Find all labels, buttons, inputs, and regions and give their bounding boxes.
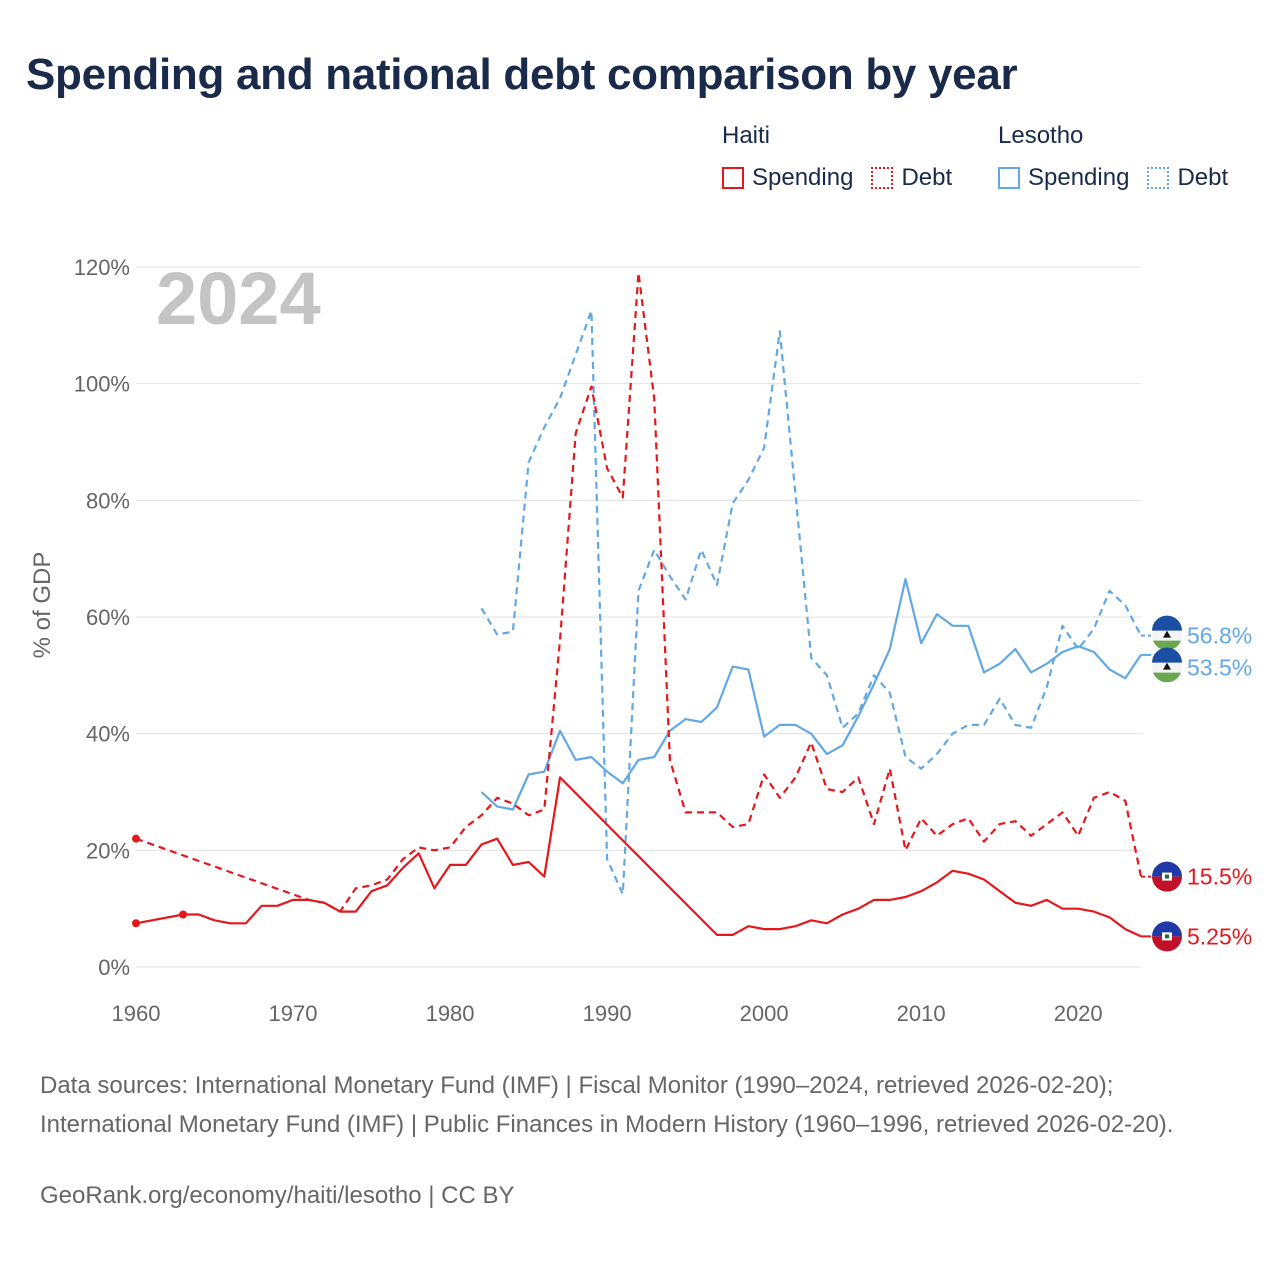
x-tick-label: 2020 [1054,1001,1103,1026]
legend-item-haiti-spending[interactable]: Spending [722,164,853,192]
flag-lesotho-icon [1152,615,1182,651]
series-line-lesotho-spending[interactable] [480,578,1142,811]
credit-link[interactable]: GeoRank.org/economy/haiti/lesotho | CC B… [40,1182,515,1209]
y-tick-label: 0% [98,955,130,980]
legend-swatch-dotted-icon [871,167,894,189]
y-axis-ticks: 0% 20% 40% 60% 80% 100% 120% [74,255,130,980]
legend-label: Spending [1028,164,1130,191]
legend-item-lesotho-spending[interactable]: Spending [998,164,1129,192]
series-line-haiti-debt[interactable] [135,271,1143,913]
series-lines [132,271,1143,938]
data-point-marker[interactable] [179,910,188,919]
y-tick-label: 80% [86,488,130,513]
series-end-labels: 56.8% 53.5% 15.5% 5.25% [1141,615,1252,952]
legend-swatch-solid-icon [722,167,744,189]
legend-swatch-solid-icon [998,167,1020,189]
grid-lines [136,266,1141,968]
legend-country-haiti: Haiti [722,122,771,149]
legend-group-haiti: Haiti Spending Debt [722,122,970,192]
chart-title: Spending and national debt comparison by… [26,50,1018,99]
x-tick-label: 1960 [112,1001,161,1026]
legend-item-haiti-debt[interactable]: Debt [871,164,952,192]
x-tick-label: 2010 [897,1001,946,1026]
end-value-label: 53.5% [1187,655,1252,681]
x-tick-label: 1990 [583,1001,632,1026]
legend-label: Spending [752,164,854,191]
y-tick-label: 60% [86,605,130,630]
y-tick-label: 100% [74,372,130,397]
y-axis-label: % of GDP [29,552,56,659]
legend-swatch-dotted-icon [1147,167,1170,189]
end-value-label: 15.5% [1187,864,1252,890]
line-chart: 0% 20% 40% 60% 80% 100% 120% 1960 1970 1980 1990 2… [29,255,1252,1026]
legend-item-lesotho-debt[interactable]: Debt [1147,164,1228,192]
end-value-label: 56.8% [1187,623,1252,649]
year-watermark: 2024 [156,257,321,340]
legend-group-lesotho: Lesotho Spending Debt [998,122,1246,192]
data-sources: Data sources: International Monetary Fun… [40,1072,1174,1138]
x-tick-label: 1970 [269,1001,318,1026]
legend-label: Debt [901,164,953,191]
flag-haiti-icon [1152,861,1182,892]
legend-country-lesotho: Lesotho [998,122,1084,149]
data-point-marker[interactable] [132,834,140,843]
flag-haiti-icon [1152,921,1182,952]
x-axis-ticks: 1960 1970 1980 1990 2000 2010 2020 [112,1001,1103,1026]
data-point-marker[interactable] [132,919,140,928]
series-line-haiti-spending[interactable] [135,776,1142,938]
flag-lesotho-icon [1152,647,1182,683]
x-tick-label: 1980 [426,1001,475,1026]
y-tick-label: 20% [86,838,130,863]
x-tick-label: 2000 [740,1001,789,1026]
y-tick-label: 120% [74,255,130,280]
series-line-lesotho-debt[interactable] [480,309,1142,896]
end-value-label: 5.25% [1187,923,1252,949]
legend-label: Debt [1177,164,1229,191]
y-tick-label: 40% [86,722,130,747]
